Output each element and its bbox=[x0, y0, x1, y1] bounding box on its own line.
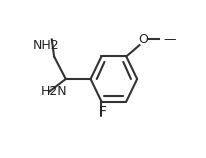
Text: F: F bbox=[99, 105, 107, 119]
Text: O: O bbox=[138, 33, 148, 46]
Text: H2N: H2N bbox=[41, 85, 68, 98]
Text: NH2: NH2 bbox=[33, 39, 60, 52]
Text: —: — bbox=[164, 33, 176, 46]
